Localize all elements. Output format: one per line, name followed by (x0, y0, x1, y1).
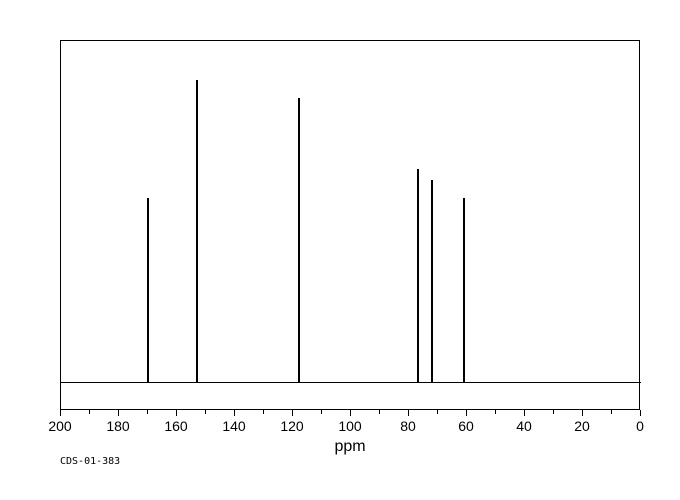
x-tick (408, 410, 409, 416)
x-tick (466, 410, 467, 416)
x-tick-label: 120 (280, 418, 303, 434)
x-tick (176, 410, 177, 416)
x-tick (60, 410, 61, 416)
peak (298, 98, 300, 383)
x-tick (350, 410, 351, 416)
peak (417, 169, 419, 384)
peak (147, 198, 149, 383)
x-tick-minor (147, 410, 148, 414)
x-tick-label: 180 (106, 418, 129, 434)
x-tick-label: 0 (636, 418, 644, 434)
x-tick-minor (321, 410, 322, 414)
x-tick-minor (611, 410, 612, 414)
x-tick-minor (205, 410, 206, 414)
x-tick-minor (263, 410, 264, 414)
peak (196, 80, 198, 383)
x-tick-minor (553, 410, 554, 414)
footer-label: CDS-01-383 (60, 456, 120, 467)
x-axis-label: ppm (334, 438, 365, 456)
x-tick (640, 410, 641, 416)
x-tick (524, 410, 525, 416)
x-tick-minor (379, 410, 380, 414)
plot-area (60, 40, 640, 410)
x-tick (292, 410, 293, 416)
x-tick-label: 200 (48, 418, 71, 434)
peak (463, 198, 465, 383)
x-tick (234, 410, 235, 416)
x-tick (118, 410, 119, 416)
x-tick (582, 410, 583, 416)
x-tick-minor (495, 410, 496, 414)
x-tick-label: 40 (516, 418, 532, 434)
x-tick-label: 20 (574, 418, 590, 434)
x-tick-label: 140 (222, 418, 245, 434)
x-tick-label: 80 (400, 418, 416, 434)
peak (431, 180, 433, 384)
nmr-chart: 200180160140120100806040200 ppm (60, 40, 640, 410)
x-tick-label: 100 (338, 418, 361, 434)
x-tick-label: 160 (164, 418, 187, 434)
x-tick-minor (89, 410, 90, 414)
x-tick-minor (437, 410, 438, 414)
x-tick-label: 60 (458, 418, 474, 434)
